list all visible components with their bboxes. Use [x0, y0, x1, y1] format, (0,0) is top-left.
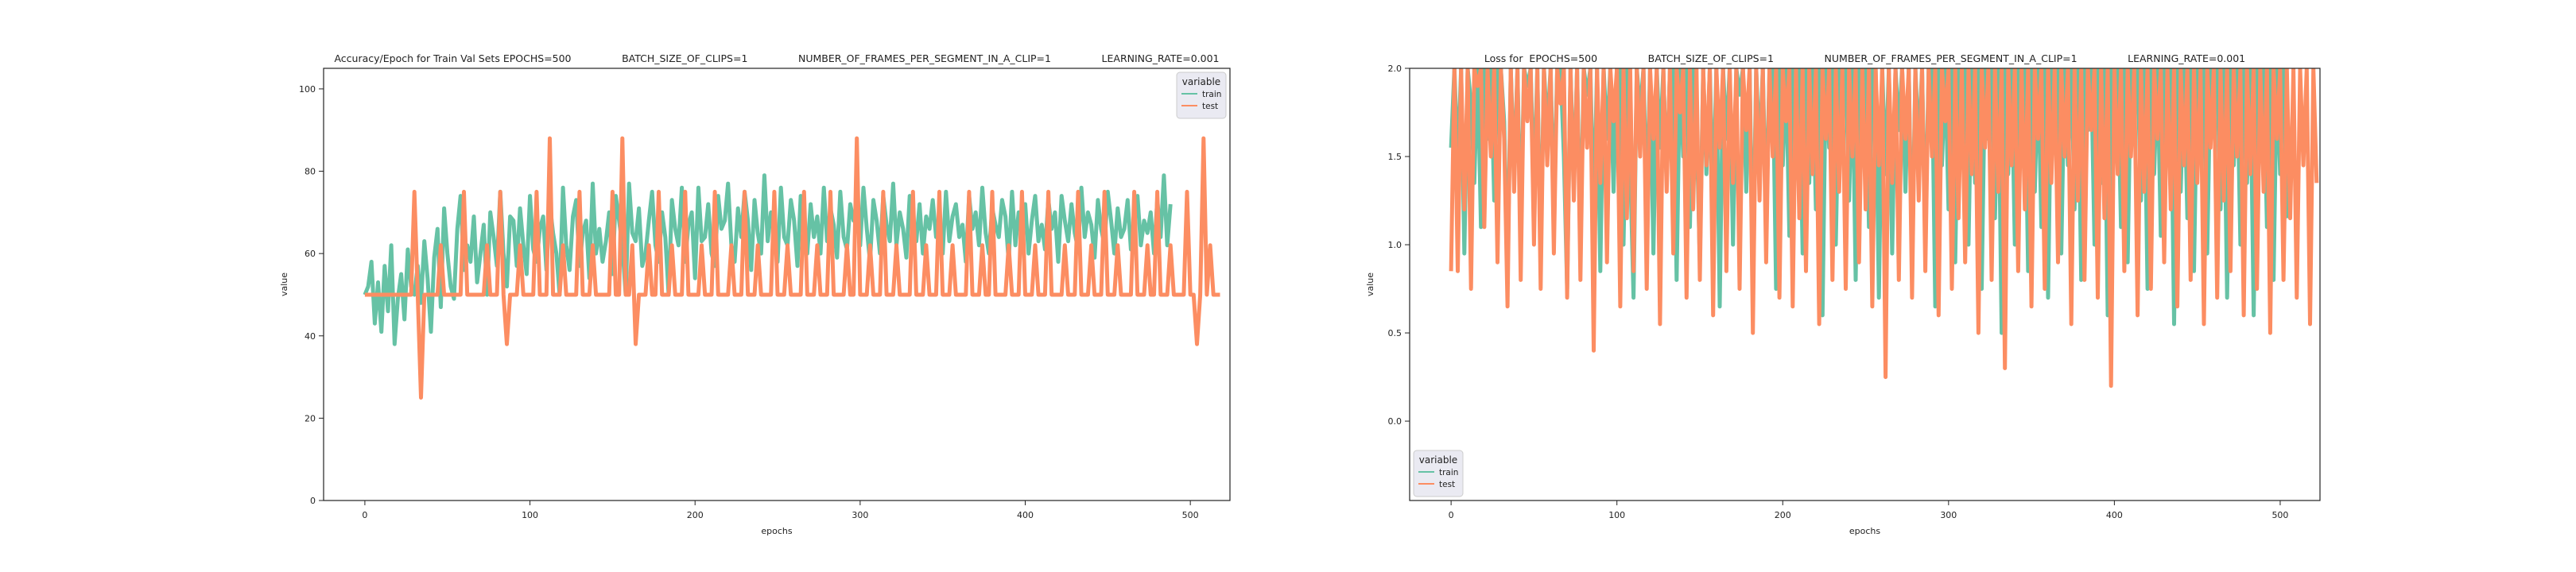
x-tick-label: 200: [687, 510, 704, 520]
legend-title: variable: [1419, 454, 1457, 466]
y-tick-label: 0: [310, 496, 316, 506]
legend-box: [1413, 450, 1464, 497]
chart-title: Accuracy/Epoch for Train Val Sets EPOCHS…: [334, 52, 1219, 64]
x-tick-label: 300: [852, 510, 868, 520]
x-tick-label: 300: [1940, 510, 1957, 520]
y-tick-label: 60: [305, 249, 316, 259]
y-tick-label: 1.0: [1388, 240, 1402, 250]
x-axis-label: epochs: [761, 526, 792, 536]
series-layer: [1449, 68, 2319, 388]
legend: variable train test: [1413, 450, 1464, 497]
series-line-test: [1449, 68, 2319, 388]
x-tick-label: 500: [2271, 510, 2288, 520]
x-tick-label: 0: [1449, 510, 1454, 520]
y-tick-label: 100: [299, 84, 316, 95]
y-tick-label: 40: [305, 331, 316, 342]
legend-entry-test: test: [1202, 102, 1218, 111]
x-axis-label: epochs: [1849, 526, 1880, 536]
series-line-train: [1449, 68, 2289, 335]
y-tick-label: 0.0: [1388, 416, 1402, 427]
chart-title: Loss for EPOCHS=500 BATCH_SIZE_OF_CLIPS=…: [1484, 52, 2245, 64]
y-axis-label: value: [279, 272, 289, 296]
x-tick-label: 500: [1182, 510, 1199, 520]
x-tick-label: 400: [1017, 510, 1034, 520]
accuracy-chart: 0 100 200 300 400 500 0 20 40 60 80 100 Accuracy/Epo…: [279, 52, 1231, 536]
y-tick-label: 2.0: [1388, 64, 1402, 74]
y-tick-label: 1.5: [1388, 152, 1402, 162]
y-tick-label: 0.5: [1388, 328, 1402, 338]
series-line-test: [364, 136, 1220, 400]
legend-entry-train: train: [1439, 468, 1458, 477]
x-tick-label: 400: [2106, 510, 2123, 520]
legend-entry-test: test: [1439, 480, 1455, 489]
y-tick-label: 20: [305, 413, 316, 423]
x-tick-label: 100: [522, 510, 538, 520]
legend-title: variable: [1182, 76, 1220, 87]
x-tick-label: 100: [1608, 510, 1625, 520]
plot-frame: [323, 68, 1231, 501]
x-tick-label: 0: [362, 510, 367, 520]
y-tick-label: 80: [305, 167, 316, 177]
legend: variable train test: [1176, 72, 1227, 119]
x-tick-label: 200: [1775, 510, 1791, 520]
legend-box: [1176, 72, 1227, 119]
loss-chart: 0 100 200 300 400 500 0.0 0.5 1.0 1.5 2.0 Loss for …: [1365, 52, 2321, 536]
plot-frame: [1409, 68, 2321, 501]
legend-entry-train: train: [1202, 90, 1221, 99]
y-axis-label: value: [1365, 272, 1375, 296]
series-layer: [363, 136, 1220, 400]
